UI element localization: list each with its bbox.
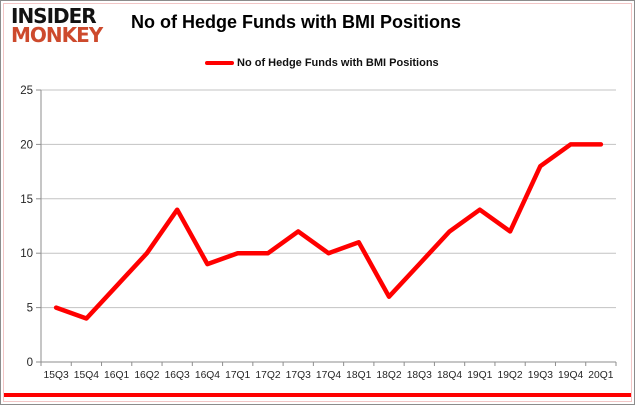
y-axis-labels: 0 5 10 15 20 25	[20, 85, 33, 369]
x-axis-label-17Q3: 17Q3	[286, 370, 311, 381]
x-axis-label-15Q4: 15Q4	[74, 370, 99, 381]
x-axis-labels: 15Q3 15Q4 16Q1 16Q2 16Q3 16Q4 17Q1 17Q2 17Q3 17Q4…	[44, 370, 614, 381]
x-axis-label-19Q1: 19Q1	[467, 370, 492, 381]
x-axis-label-16Q3: 16Q3	[165, 370, 190, 381]
logo-insider-text: INSIDER	[11, 4, 97, 28]
x-axis-label-18Q2: 18Q2	[376, 370, 401, 381]
y-axis-label-15: 15	[20, 194, 33, 206]
logo-monkey-text: MONKEY	[11, 23, 103, 47]
y-axis-label-10: 10	[20, 248, 33, 260]
y-axis-label-25: 25	[20, 85, 33, 97]
y-axis-ticks	[36, 89, 41, 363]
x-axis-label-20Q1: 20Q1	[588, 370, 613, 381]
x-axis-label-18Q1: 18Q1	[346, 370, 371, 381]
y-axis-label-20: 20	[20, 139, 33, 151]
chart-title: No of Hedge Funds with BMI Positions	[131, 12, 461, 32]
x-axis-label-15Q3: 15Q3	[44, 370, 69, 381]
y-axis-label-0: 0	[27, 357, 33, 369]
x-axis-label-18Q4: 18Q4	[437, 370, 462, 381]
x-axis-label-16Q4: 16Q4	[195, 370, 220, 381]
x-axis-label-19Q4: 19Q4	[558, 370, 583, 381]
series-line-bmi	[53, 142, 604, 321]
x-axis-ticks	[40, 362, 617, 366]
bottom-red-rule	[4, 393, 631, 397]
insider-monkey-logo: INSIDER MONKEY	[11, 4, 103, 47]
x-axis-label-16Q2: 16Q2	[134, 370, 159, 381]
legend-line-swatch	[205, 60, 234, 66]
x-axis-label-17Q2: 17Q2	[255, 370, 280, 381]
legend-label: No of Hedge Funds with BMI Positions	[237, 57, 439, 69]
x-axis-label-19Q2: 19Q2	[497, 370, 522, 381]
y-axis-label-5: 5	[27, 303, 33, 315]
x-axis-label-17Q4: 17Q4	[316, 370, 341, 381]
x-axis-label-18Q3: 18Q3	[407, 370, 432, 381]
x-axis-label-16Q1: 16Q1	[104, 370, 129, 381]
gridlines	[41, 89, 616, 363]
x-axis-label-17Q1: 17Q1	[225, 370, 250, 381]
legend: No of Hedge Funds with BMI Positions	[205, 56, 439, 70]
x-axis-label-19Q3: 19Q3	[528, 370, 553, 381]
